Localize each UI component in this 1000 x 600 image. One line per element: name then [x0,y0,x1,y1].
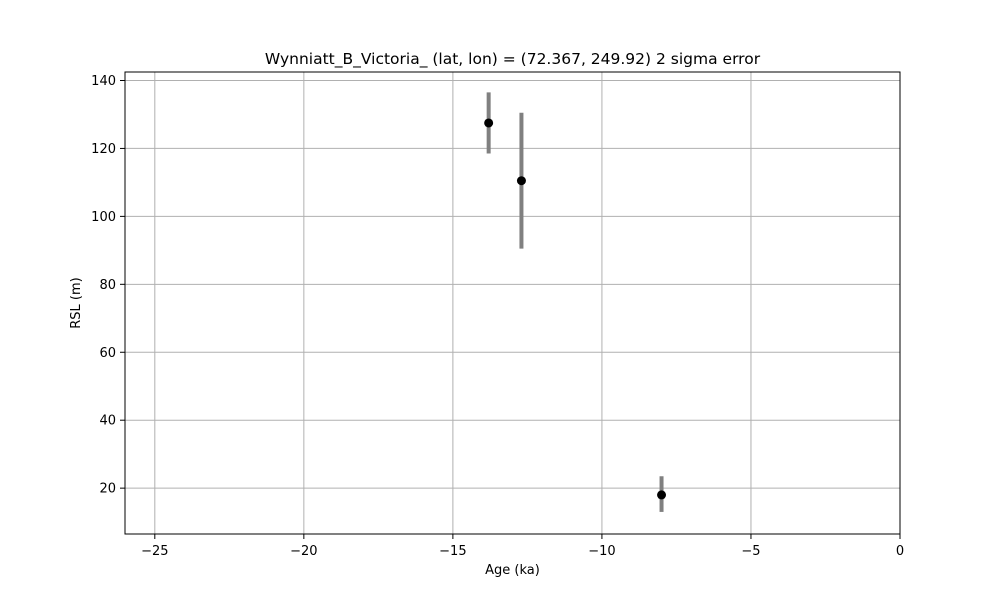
x-axis-label: Age (ka) [485,563,540,578]
axis-ticks: −25 −20 −15 −10 −5 0 20 40 60 80 100 120 140 [91,74,904,559]
y-tick-label: 140 [91,74,116,89]
x-tick-label: −15 [439,544,466,559]
x-tick-label: −25 [141,544,168,559]
data-point [516,176,526,186]
y-tick-label: 80 [99,278,116,293]
data-point [657,490,667,500]
y-axis-label: RSL (m) [69,277,84,328]
axes-frame [124,71,901,535]
chart-title: Wynniatt_B_Victoria_ (lat, lon) = (72.36… [265,50,761,69]
y-tick-label: 40 [99,414,116,429]
data-points [484,118,667,500]
y-tick-label: 20 [99,482,116,497]
x-tick-label: 0 [896,544,904,559]
x-tick-label: −20 [290,544,317,559]
y-tick-label: 60 [99,346,116,361]
x-tick-label: −5 [741,544,760,559]
y-tick-label: 120 [91,142,116,157]
data-point [484,118,494,128]
x-tick-label: −10 [588,544,615,559]
y-tick-label: 100 [91,210,116,225]
